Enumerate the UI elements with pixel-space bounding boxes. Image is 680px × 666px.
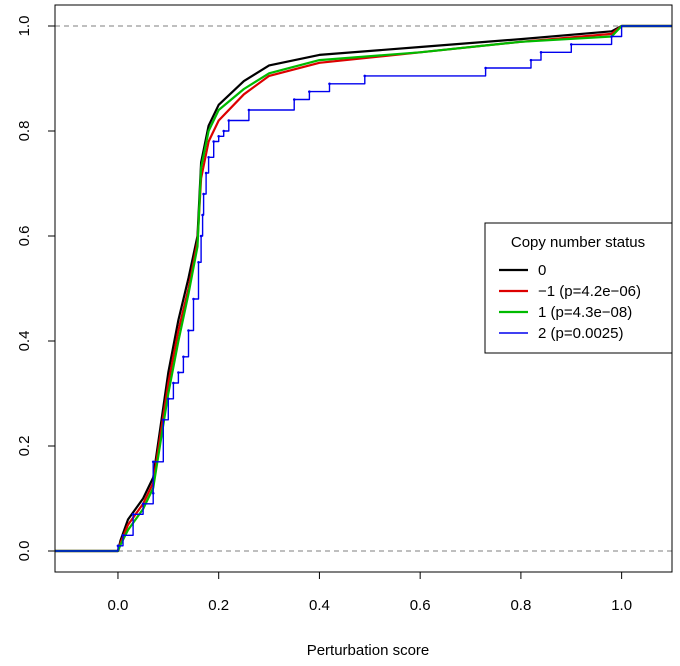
legend-item: 1 (p=4.3e−08) [499,304,632,321]
y-tick-label: 0.6 [16,226,33,247]
legend-label: 2 (p=0.0025) [538,325,623,342]
y-axis: 0.0 0.2 0.4 0.6 0.8 1.0 [16,16,56,562]
series-point [151,491,155,495]
series-point [207,155,210,159]
y-tick-label: 0.0 [16,541,33,562]
x-tick-label: 1.0 [611,597,632,614]
x-tick-label: 0.4 [309,597,330,614]
series-point [292,98,296,101]
legend-box [484,222,673,354]
series-point [201,213,204,217]
x-axis: 0.0 0.2 0.4 0.6 0.8 1.0 [108,571,632,614]
series-point [182,355,185,359]
legend-label: 1 (p=4.3e−08) [538,304,632,321]
legend-items: 0 −1 (p=4.2e−06) 1 (p=4.3e−08) 2 (p=0.0025) [499,262,641,342]
legend-title: Copy number status [511,234,645,251]
series-lines [55,24,672,553]
series-point [177,371,180,374]
series-point [222,129,226,133]
series-point [217,134,220,138]
series-point [569,43,573,46]
x-tick-label: 0.0 [108,597,129,614]
series-point [247,108,251,112]
legend-label: −1 (p=4.2e−06) [538,283,641,300]
series-point [363,74,367,78]
series-point [227,119,231,122]
series-point [116,544,120,548]
series-point [610,35,613,38]
series-point [202,192,205,196]
y-tick-label: 0.8 [16,121,33,142]
legend-item: 0 [499,262,546,279]
series-point [187,329,190,332]
legend-item: −1 (p=4.2e−06) [499,283,641,300]
series-point [308,90,311,93]
series-point [539,50,543,54]
series-point [529,58,533,62]
series-line-3 [55,25,672,552]
reference-lines [55,25,672,552]
series-point [131,512,135,516]
series-point [141,502,145,506]
legend: Copy number status 0 −1 (p=4.2e−06) 1 (p=4… [484,222,673,354]
x-axis-title: Perturbation score [307,642,430,659]
series-point [197,260,200,264]
series-point [167,397,170,401]
series-point [204,171,208,175]
legend-label: 0 [538,262,546,279]
y-tick-label: 0.2 [16,436,33,457]
series-point [212,140,215,143]
series-point [328,82,331,86]
series-point [199,234,203,238]
series-point [151,460,155,464]
series-point [161,418,165,422]
series-point [172,381,175,385]
series-point [121,533,125,537]
legend-item: 2 (p=0.0025) [499,325,623,342]
y-tick-label: 1.0 [16,16,33,37]
x-tick-label: 0.2 [208,597,229,614]
series-point [484,66,487,70]
x-tick-label: 0.6 [410,597,431,614]
series-point [192,297,195,301]
x-tick-label: 0.8 [510,597,531,614]
y-tick-label: 0.4 [16,331,33,352]
